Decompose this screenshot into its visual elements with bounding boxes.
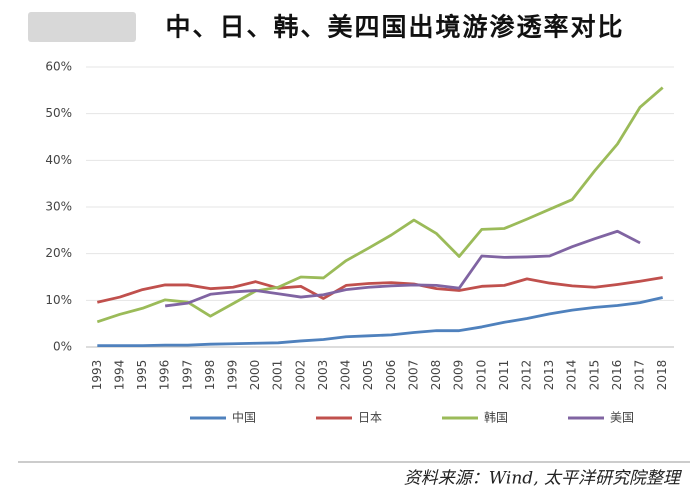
x-tick-label: 2016 [610,360,624,391]
series-line [96,276,663,304]
x-tick-label: 2008 [429,360,443,391]
x-tick-label: 2007 [406,360,420,391]
legend-label: 韩国 [484,410,508,425]
x-tick-label: 1998 [203,360,217,391]
legend-label: 美国 [610,411,634,425]
y-tick-label: 0% [53,340,72,354]
x-tick-label: 2000 [248,360,262,391]
legend-label: 日本 [358,411,382,425]
x-tick-label: 2005 [361,360,375,391]
x-tick-label: 2013 [542,360,556,391]
x-tick-label: 2012 [520,360,534,391]
x-tick-label: 2011 [497,360,511,391]
y-tick-label: 40% [45,153,72,167]
x-tick-label: 2006 [384,360,398,391]
x-tick-label: 2004 [339,360,353,391]
chart-title: 中、日、韩、美四国出境游渗透率对比 [165,13,624,42]
x-tick-label: 1996 [158,360,172,391]
x-tick-label: 1997 [180,360,194,391]
x-tick-label: 1999 [226,360,240,391]
series-line [97,296,664,347]
x-tick-label: 1994 [112,360,126,391]
series-line [96,86,664,324]
x-tick-label: 2009 [452,360,466,391]
series-line [164,229,641,308]
x-tick-label: 2015 [587,360,601,391]
x-tick-label: 2010 [474,360,488,391]
x-tick-label: 2003 [316,360,330,391]
y-tick-label: 60% [45,60,72,74]
x-tick-label: 2001 [271,360,285,391]
x-tick-label: 1995 [135,360,149,391]
x-tick-label: 2018 [655,360,669,391]
y-tick-label: 10% [45,293,72,307]
y-tick-label: 20% [45,246,72,260]
source-note: 资料来源：Wind, 太平洋研究院整理 [404,469,682,489]
x-tick-label: 2017 [633,360,647,391]
x-tick-label: 1993 [90,360,104,391]
x-tick-label: 2014 [565,360,579,391]
y-tick-label: 50% [45,106,72,120]
x-tick-label: 2002 [293,360,307,391]
y-tick-label: 30% [45,200,72,214]
legend-label: 中国 [232,410,256,425]
logo-placeholder [28,12,136,42]
